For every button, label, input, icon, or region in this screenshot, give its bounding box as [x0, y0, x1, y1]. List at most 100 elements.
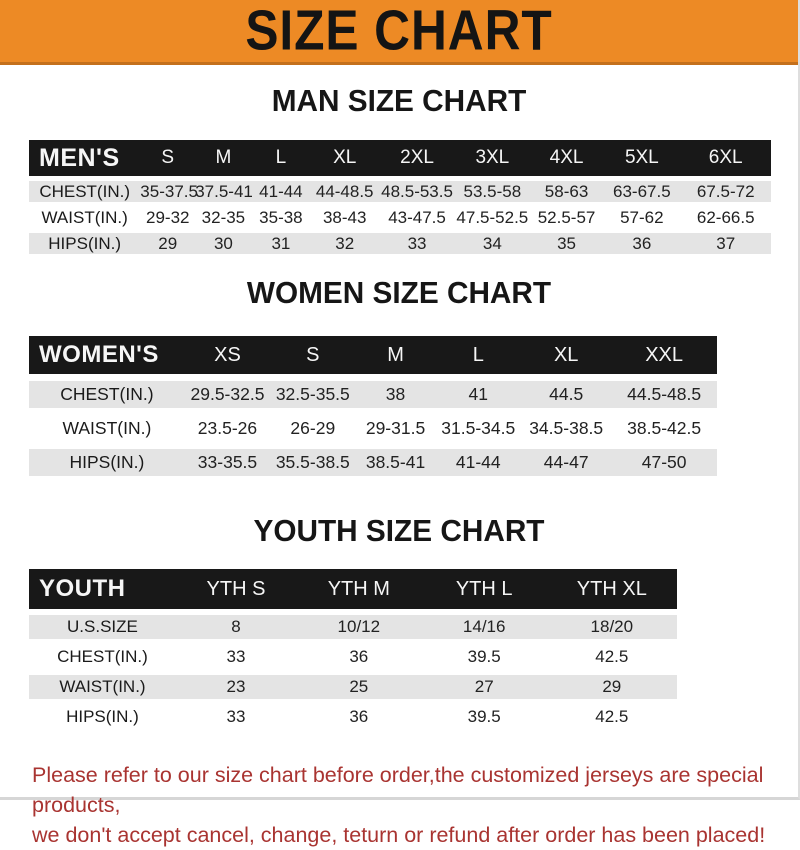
value-cell: 18/20 — [590, 617, 634, 637]
value-cell: 34 — [482, 233, 502, 253]
value-cell: 44.5-48.5 — [627, 384, 702, 405]
measurement-row: CHEST(IN.) 29.5-32.5 32.5-35.5 38 41 44.5 44.5… — [29, 381, 771, 409]
row-label-cell: WAIST(IN.) — [41, 207, 128, 227]
section-title-women: WOMEN SIZE CHART — [246, 275, 552, 311]
value-cell: 39.5 — [467, 707, 501, 727]
value-cell: 31 — [271, 233, 291, 253]
measurement-row: CHEST(IN.) 35-37.5 37.5-41 41-44 44-48.5 48.5… — [29, 181, 771, 203]
youth-size-table: YOUTH YTH S YTH M YTH L YTH XL U.S.SIZE 8 10/12… — [29, 563, 771, 735]
value-cell: 33 — [407, 233, 427, 253]
value-cell: 32.5-35.5 — [275, 384, 350, 405]
measurement-row: WAIST(IN.) 29-32 32-35 35-38 38-43 43-47.5 47.… — [29, 207, 771, 229]
women-size-table: WOMEN'S XS S M L XL XXL CHEST(IN.) 29.5-32.5 32.5… — [29, 329, 771, 483]
banner-title: SIZE CHART — [245, 0, 553, 63]
size-column-header: XL — [553, 343, 579, 366]
size-column-header: XS — [214, 343, 241, 366]
value-cell: 44-48.5 — [315, 181, 374, 201]
value-cell: 44.5 — [549, 384, 584, 405]
value-cell: 32 — [335, 233, 355, 253]
size-column-header: 5XL — [624, 147, 659, 169]
men-size-table: MEN'S S M L XL 2XL 3XL 4XL 5XL 6XL CHEST(IN.) 35-37… — [29, 135, 771, 259]
value-cell: 38.5-41 — [365, 452, 426, 473]
value-cell: 29 — [158, 233, 178, 253]
row-label-cell: WAIST(IN.) — [59, 677, 146, 697]
note-line-1: Please refer to our size chart before or… — [32, 763, 764, 818]
size-column-header: YTH S — [206, 577, 266, 600]
row-label-cell: CHEST(IN.) — [57, 647, 148, 667]
value-cell: 36 — [349, 707, 369, 727]
row-label-cell: HIPS(IN.) — [66, 707, 139, 727]
value-cell: 41-44 — [455, 452, 501, 473]
size-column-header: 3XL — [475, 147, 510, 169]
size-column-header: 6XL — [708, 147, 743, 169]
measurement-row: WAIST(IN.) 23 25 27 29 — [29, 675, 771, 700]
measurement-row: HIPS(IN.) 33-35.5 35.5-38.5 38.5-41 41-44 44-… — [29, 449, 771, 477]
value-cell: 31.5-34.5 — [441, 418, 516, 439]
size-column-header: XXL — [645, 343, 684, 366]
table-corner-label: WOMEN'S — [39, 341, 159, 369]
value-cell: 47.5-52.5 — [456, 207, 529, 227]
section-women-size-chart: WOMEN SIZE CHART WOMEN'S XS S M L XL XXL CHEST(… — [0, 275, 798, 483]
value-cell: 35-37.5 — [140, 181, 198, 201]
value-cell: 38.5-42.5 — [627, 418, 702, 439]
note-line-2: we don't accept cancel, change, teturn o… — [32, 823, 766, 848]
row-label-cell: WAIST(IN.) — [62, 418, 152, 439]
value-cell: 67.5-72 — [696, 181, 755, 201]
size-column-header: YTH XL — [576, 577, 647, 600]
value-cell: 63-67.5 — [613, 181, 671, 201]
section-man-size-chart: MAN SIZE CHART MEN'S S M L XL 2XL 3XL 4XL 5XL 6XL… — [0, 83, 798, 259]
size-chart-banner: SIZE CHART — [0, 0, 798, 65]
size-column-header: L — [472, 343, 484, 366]
value-cell: 37.5-41 — [195, 181, 253, 201]
value-cell: 52.5-57 — [537, 207, 596, 227]
value-cell: 33-35.5 — [197, 452, 258, 473]
row-label-cell: CHEST(IN.) — [60, 384, 154, 405]
value-cell: 29-31.5 — [365, 418, 426, 439]
size-column-header: S — [161, 147, 175, 169]
value-cell: 33 — [226, 647, 246, 667]
value-cell: 48.5-53.5 — [381, 181, 453, 201]
value-cell: 37 — [716, 233, 736, 253]
value-cell: 33 — [226, 707, 246, 727]
value-cell: 35.5-38.5 — [275, 452, 350, 473]
value-cell: 8 — [231, 617, 241, 637]
size-column-header: M — [387, 343, 404, 366]
size-header-row: WOMEN'S XS S M L XL XXL — [29, 336, 771, 375]
value-cell: 29.5-32.5 — [190, 384, 265, 405]
table-corner-label: MEN'S — [39, 143, 120, 172]
size-column-header: S — [306, 343, 320, 366]
measurement-row: U.S.SIZE 8 10/12 14/16 18/20 — [29, 615, 771, 640]
value-cell: 41 — [468, 384, 488, 405]
value-cell: 36 — [349, 647, 369, 667]
size-header-row: YOUTH YTH S YTH M YTH L YTH XL — [29, 569, 771, 610]
value-cell: 44-47 — [543, 452, 589, 473]
size-column-header: YTH M — [327, 577, 390, 600]
row-label-cell: CHEST(IN.) — [39, 181, 130, 201]
value-cell: 53.5-58 — [463, 181, 522, 201]
size-header-row: MEN'S S M L XL 2XL 3XL 4XL 5XL 6XL — [29, 140, 771, 177]
value-cell: 42.5 — [595, 647, 629, 667]
value-cell: 38-43 — [322, 207, 367, 227]
value-cell: 35-38 — [259, 207, 303, 227]
size-column-header: M — [215, 147, 232, 169]
size-column-header: YTH L — [455, 577, 513, 600]
value-cell: 27 — [474, 677, 494, 697]
value-cell: 35 — [557, 233, 576, 253]
value-cell: 32-35 — [201, 207, 246, 227]
value-cell: 36 — [632, 233, 652, 253]
value-cell: 34.5-38.5 — [529, 418, 604, 439]
row-label-cell: HIPS(IN.) — [48, 233, 122, 253]
section-youth-size-chart: YOUTH SIZE CHART YOUTH YTH S YTH M YTH L YTH… — [0, 514, 798, 735]
footer-note: Please refer to our size chart before or… — [0, 760, 798, 850]
value-cell: 42.5 — [595, 707, 629, 727]
table-corner-label: YOUTH — [39, 575, 126, 603]
value-cell: 26-29 — [290, 418, 336, 439]
measurement-row: HIPS(IN.) 33 36 39.5 42.5 — [29, 705, 771, 730]
value-cell: 58-63 — [544, 181, 589, 201]
section-title-man: MAN SIZE CHART — [271, 83, 527, 118]
value-cell: 62-66.5 — [696, 207, 755, 227]
value-cell: 14/16 — [462, 617, 506, 637]
row-label-cell: U.S.SIZE — [67, 617, 138, 637]
value-cell: 41-44 — [259, 181, 303, 201]
